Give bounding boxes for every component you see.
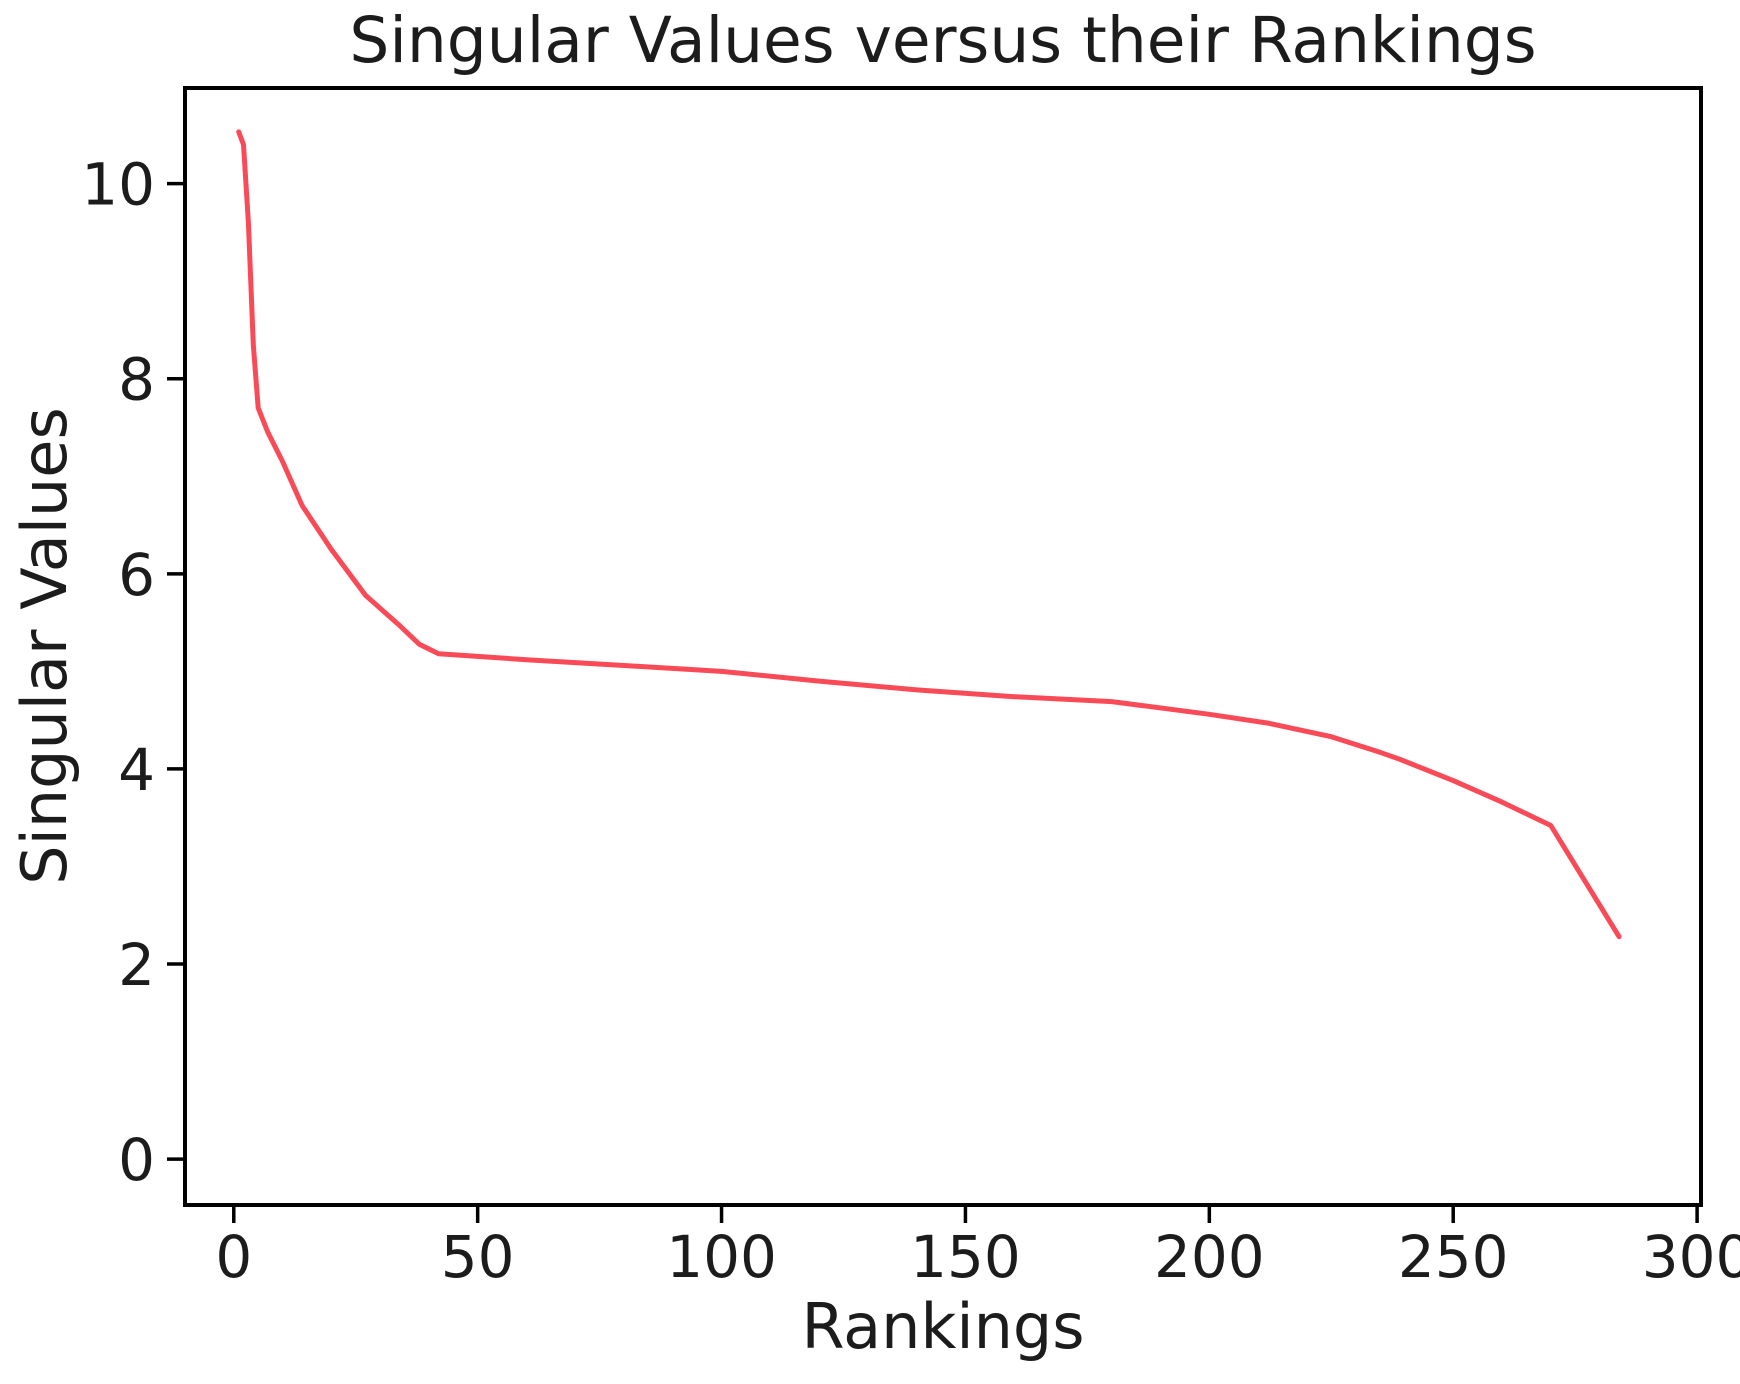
y-tick-label-1: 2 (118, 931, 155, 999)
series-line-0 (236, 129, 1622, 940)
y-tick-label-5: 10 (81, 151, 155, 219)
x-tick-label-6: 300 (1642, 1223, 1740, 1291)
x-tick-label-3: 150 (910, 1223, 1021, 1291)
y-axis-label: Singular Values (8, 407, 81, 885)
y-tick-label-0: 0 (118, 1126, 155, 1194)
x-axis-label: Rankings (801, 1290, 1084, 1363)
y-tick-label-4: 8 (118, 346, 155, 414)
y-tick-label-3: 6 (118, 541, 155, 609)
y-tick-label-2: 4 (118, 736, 155, 804)
plot-border (183, 86, 1703, 1207)
x-tick-label-5: 250 (1398, 1223, 1509, 1291)
x-tick-label-0: 0 (215, 1223, 252, 1291)
chart-title: Singular Values versus their Rankings (349, 4, 1536, 77)
x-tick-label-1: 50 (441, 1223, 515, 1291)
plot-area: 0 50 100 150 200 250 300 0 2 4 6 8 10 (81, 86, 1740, 1291)
x-tick-label-4: 200 (1154, 1223, 1265, 1291)
x-tick-label-2: 100 (666, 1223, 777, 1291)
